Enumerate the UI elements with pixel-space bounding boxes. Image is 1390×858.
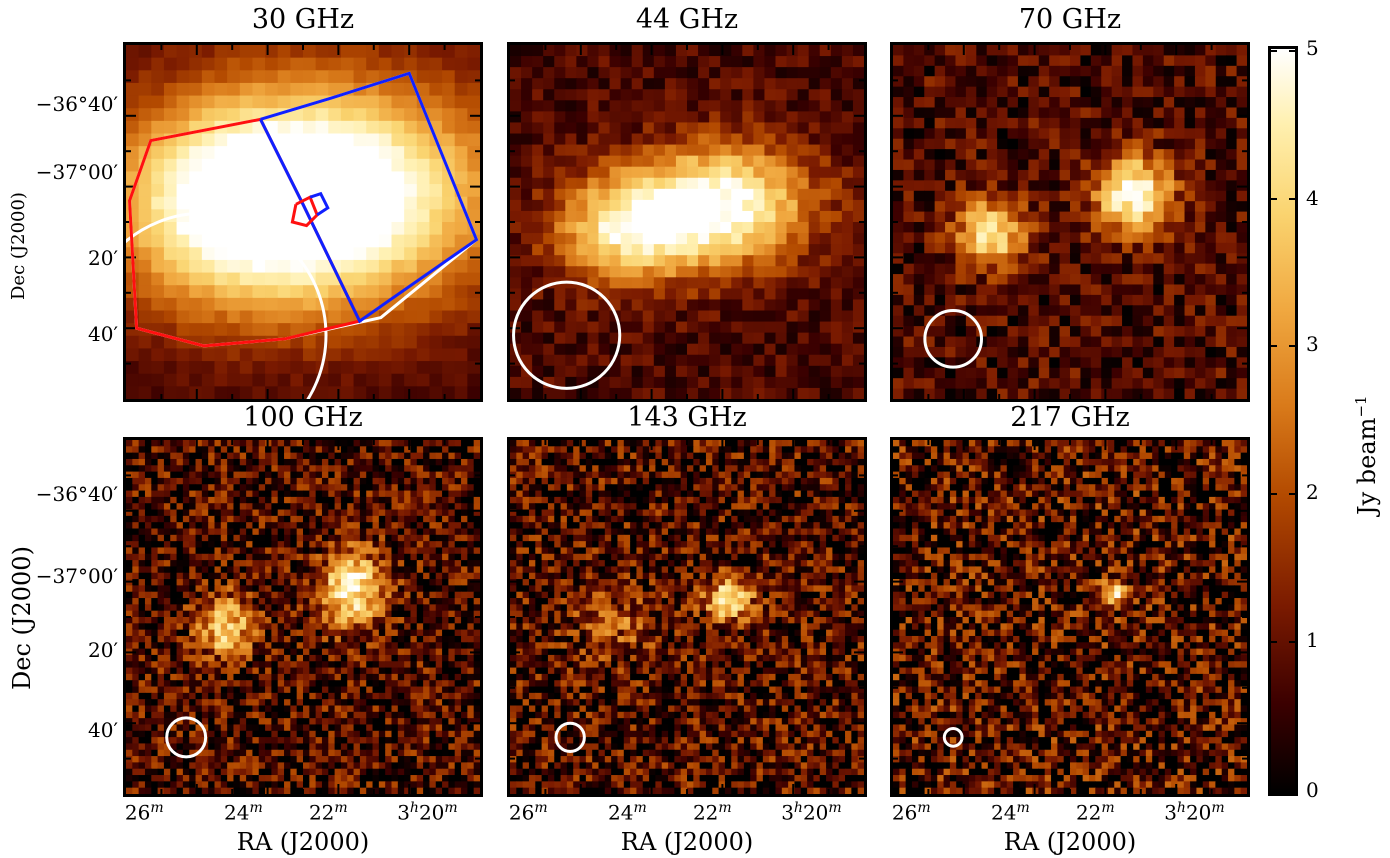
panel-title-30ghz: 30 GHz	[251, 4, 355, 35]
ytick-label: −37°00′	[35, 564, 118, 588]
beam-circle	[126, 211, 328, 399]
ytick-label: −36°40′	[35, 92, 118, 116]
x-axis-label: RA (J2000)	[236, 828, 370, 856]
map-panel-143ghz	[507, 437, 867, 797]
colorbar-label-text: Jy beam	[1353, 417, 1381, 515]
beam-circle	[554, 721, 586, 754]
colorbar-tick: 4	[1306, 186, 1319, 210]
colorbar-label-sup: −1	[1352, 395, 1370, 418]
map-panel-30ghz	[123, 42, 483, 402]
xtick-label: 24m	[223, 800, 263, 825]
region-center-east-outline	[290, 195, 319, 228]
colorbar	[1268, 46, 1298, 796]
ytick-label: 20′	[88, 246, 118, 270]
beam-circle	[942, 727, 964, 748]
y-axis-label-bottom: Dec (J2000)	[8, 546, 36, 690]
xtick-label: 22m	[692, 800, 732, 825]
xtick-label: 3h20m	[1164, 800, 1225, 825]
colorbar-label: Jy beam−1	[1352, 395, 1381, 515]
xtick-label: 22m	[1075, 800, 1115, 825]
map-image	[893, 440, 1247, 794]
xtick-label: 26m	[508, 800, 548, 825]
xtick-label: 24m	[607, 800, 647, 825]
colorbar-tick: 2	[1306, 480, 1319, 504]
map-panel-100ghz	[123, 437, 483, 797]
panel-title-70ghz: 70 GHz	[1018, 4, 1122, 35]
ytick-label: 40′	[88, 322, 118, 346]
ytick-label: 20′	[88, 638, 118, 662]
beam-circle	[923, 309, 983, 369]
ytick-label: 40′	[88, 718, 118, 742]
colorbar-tick: 0	[1306, 778, 1319, 802]
map-image	[510, 440, 864, 794]
colorbar-gradient	[1271, 49, 1295, 793]
xtick-label: 3h20m	[781, 800, 842, 825]
colorbar-tick: 3	[1306, 332, 1319, 356]
xtick-label: 24m	[990, 800, 1030, 825]
map-panel-217ghz	[890, 437, 1250, 797]
xtick-label: 26m	[891, 800, 931, 825]
ytick-label: −37°00′	[35, 160, 118, 184]
xtick-label: 22m	[308, 800, 348, 825]
xtick-label: 26m	[124, 800, 164, 825]
region-center-west-outline	[309, 191, 330, 217]
x-axis-label: RA (J2000)	[620, 828, 754, 856]
colorbar-tick: 5	[1306, 36, 1319, 60]
map-image	[126, 45, 480, 399]
map-image	[510, 45, 864, 399]
panel-title-100ghz: 100 GHz	[243, 402, 363, 433]
map-panel-44ghz	[507, 42, 867, 402]
colorbar-tick: 1	[1306, 628, 1319, 652]
panel-title-44ghz: 44 GHz	[635, 4, 739, 35]
region-west-outline	[259, 71, 479, 324]
map-image	[893, 45, 1247, 399]
y-axis-label-top: Dec (J2000)	[8, 192, 29, 300]
map-panel-70ghz	[890, 42, 1250, 402]
ytick-label: −36°40′	[35, 482, 118, 506]
panel-title-217ghz: 217 GHz	[1010, 402, 1130, 433]
beam-circle	[165, 716, 208, 759]
x-axis-label: RA (J2000)	[1003, 828, 1137, 856]
map-image	[126, 440, 480, 794]
panel-title-143ghz: 143 GHz	[627, 402, 747, 433]
beam-circle	[512, 280, 622, 390]
xtick-label: 3h20m	[397, 800, 458, 825]
